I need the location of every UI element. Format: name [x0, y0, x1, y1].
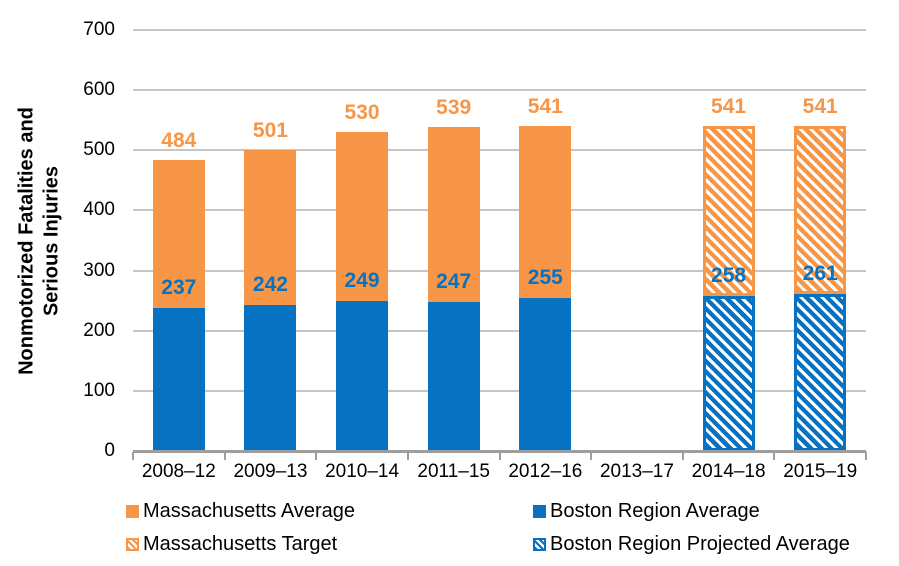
x-axis-label-2015–19: 2015–19	[783, 461, 858, 482]
bar-segment-massachusetts-2008–12	[152, 159, 205, 309]
bar-segment-boston-2009–13	[244, 305, 297, 451]
bar-boston-label-2015–19: 261	[802, 262, 838, 286]
legend-swatch-orange-solid-icon	[126, 504, 139, 518]
bar-segment-boston-2008–12	[152, 308, 205, 451]
bar-segment-massachusetts-2015–19	[794, 125, 847, 295]
x-axis-tick-mark	[773, 452, 776, 460]
x-axis-label-2009–13: 2009–13	[233, 461, 308, 482]
gridline-600	[133, 89, 866, 92]
gridline-300	[133, 269, 866, 272]
y-tick-label-100: 100	[83, 379, 115, 401]
bar-total-label-2009–13: 501	[252, 118, 288, 142]
legend-label: Massachusetts Average	[143, 500, 355, 522]
y-tick-label-200: 200	[83, 319, 115, 341]
bar-boston-label-2009–13: 242	[252, 273, 288, 297]
y-tick-label-400: 400	[83, 199, 115, 221]
legend-item-massachusetts-average: Massachusetts Average	[126, 500, 355, 522]
bar-segment-massachusetts-2009–13	[244, 149, 297, 306]
x-axis-tick-mark	[406, 452, 409, 460]
bar-segment-boston-2011–15	[427, 302, 480, 451]
x-axis-tick-mark	[315, 452, 318, 460]
legend-item-massachusetts-target: Massachusetts Target	[126, 533, 337, 555]
bar-total-label-2012–16: 541	[527, 94, 563, 118]
legend-swatch-blue-hatch-icon	[533, 537, 546, 551]
bar-segment-boston-2010–14	[336, 301, 389, 451]
x-axis-tick-mark	[498, 452, 501, 460]
bar-total-label-2011–15: 539	[436, 95, 472, 119]
legend-label: Boston Region Projected Average	[550, 533, 850, 555]
bar-total-label-2015–19: 541	[802, 94, 838, 118]
bar-segment-massachusetts-2012–16	[519, 125, 572, 298]
x-axis-tick-mark	[132, 452, 134, 460]
x-axis-line	[133, 450, 866, 453]
x-axis-label-2010–14: 2010–14	[325, 461, 400, 482]
x-axis-label-2008–12: 2008–12	[141, 461, 216, 482]
y-tick-label-0: 0	[104, 440, 115, 461]
bar-segment-boston-2014–18	[702, 295, 755, 451]
bar-total-label-2008–12: 484	[161, 128, 197, 152]
bar-boston-label-2014–18: 258	[711, 263, 747, 287]
y-axis-tick-labels: 0 100 200 300 400 500 600 700	[0, 19, 115, 461]
legend-swatch-orange-hatch-icon	[126, 537, 139, 551]
x-axis-label-2014–18: 2014–18	[691, 461, 766, 482]
bar-boston-label-2008–12: 237	[161, 276, 197, 300]
x-axis-label-2013–17: 2013–17	[599, 461, 674, 482]
gridline-100	[133, 389, 866, 392]
x-axis-tick-mark	[590, 452, 593, 460]
x-axis-labels: 2008–12 2009–13 2010–14 2011–15 2012–16 2013–…	[133, 461, 866, 485]
gridline-700	[133, 29, 866, 31]
plot-area: 484 237 501 242 530 249 539 247 541 255 541 258 541 2…	[132, 29, 867, 460]
gridline-400	[133, 209, 866, 212]
bar-total-label-2010–14: 530	[344, 101, 380, 125]
legend-item-boston-region-projected-average: Boston Region Projected Average	[533, 533, 850, 555]
legend-label: Boston Region Average	[550, 500, 760, 522]
legend-label: Massachusetts Target	[143, 533, 338, 555]
y-tick-label-700: 700	[83, 19, 115, 40]
bar-segment-boston-2015–19	[794, 294, 847, 451]
x-axis-tick-mark	[865, 452, 867, 460]
bar-boston-label-2012–16: 255	[527, 265, 563, 289]
bar-boston-label-2010–14: 249	[344, 269, 380, 293]
y-tick-label-600: 600	[83, 79, 115, 101]
gridline-200	[133, 329, 866, 332]
bar-segment-massachusetts-2014–18	[702, 125, 755, 296]
bar-total-label-2014–18: 541	[711, 94, 747, 118]
x-axis-tick-mark	[223, 452, 226, 460]
bar-segment-boston-2012–16	[519, 297, 572, 451]
x-axis-label-2012–16: 2012–16	[508, 461, 583, 482]
gridline-500	[133, 149, 866, 152]
bar-segment-massachusetts-2011–15	[427, 126, 480, 303]
x-axis-tick-mark	[681, 452, 684, 460]
legend-item-boston-region-average: Boston Region Average	[533, 500, 760, 522]
bar-segment-massachusetts-2010–14	[336, 132, 389, 302]
y-tick-label-300: 300	[83, 259, 115, 281]
legend-swatch-blue-solid-icon	[533, 504, 546, 518]
y-tick-label-500: 500	[83, 139, 115, 161]
bar-boston-label-2011–15: 247	[436, 270, 472, 294]
x-axis-label-2011–15: 2011–15	[417, 461, 490, 482]
